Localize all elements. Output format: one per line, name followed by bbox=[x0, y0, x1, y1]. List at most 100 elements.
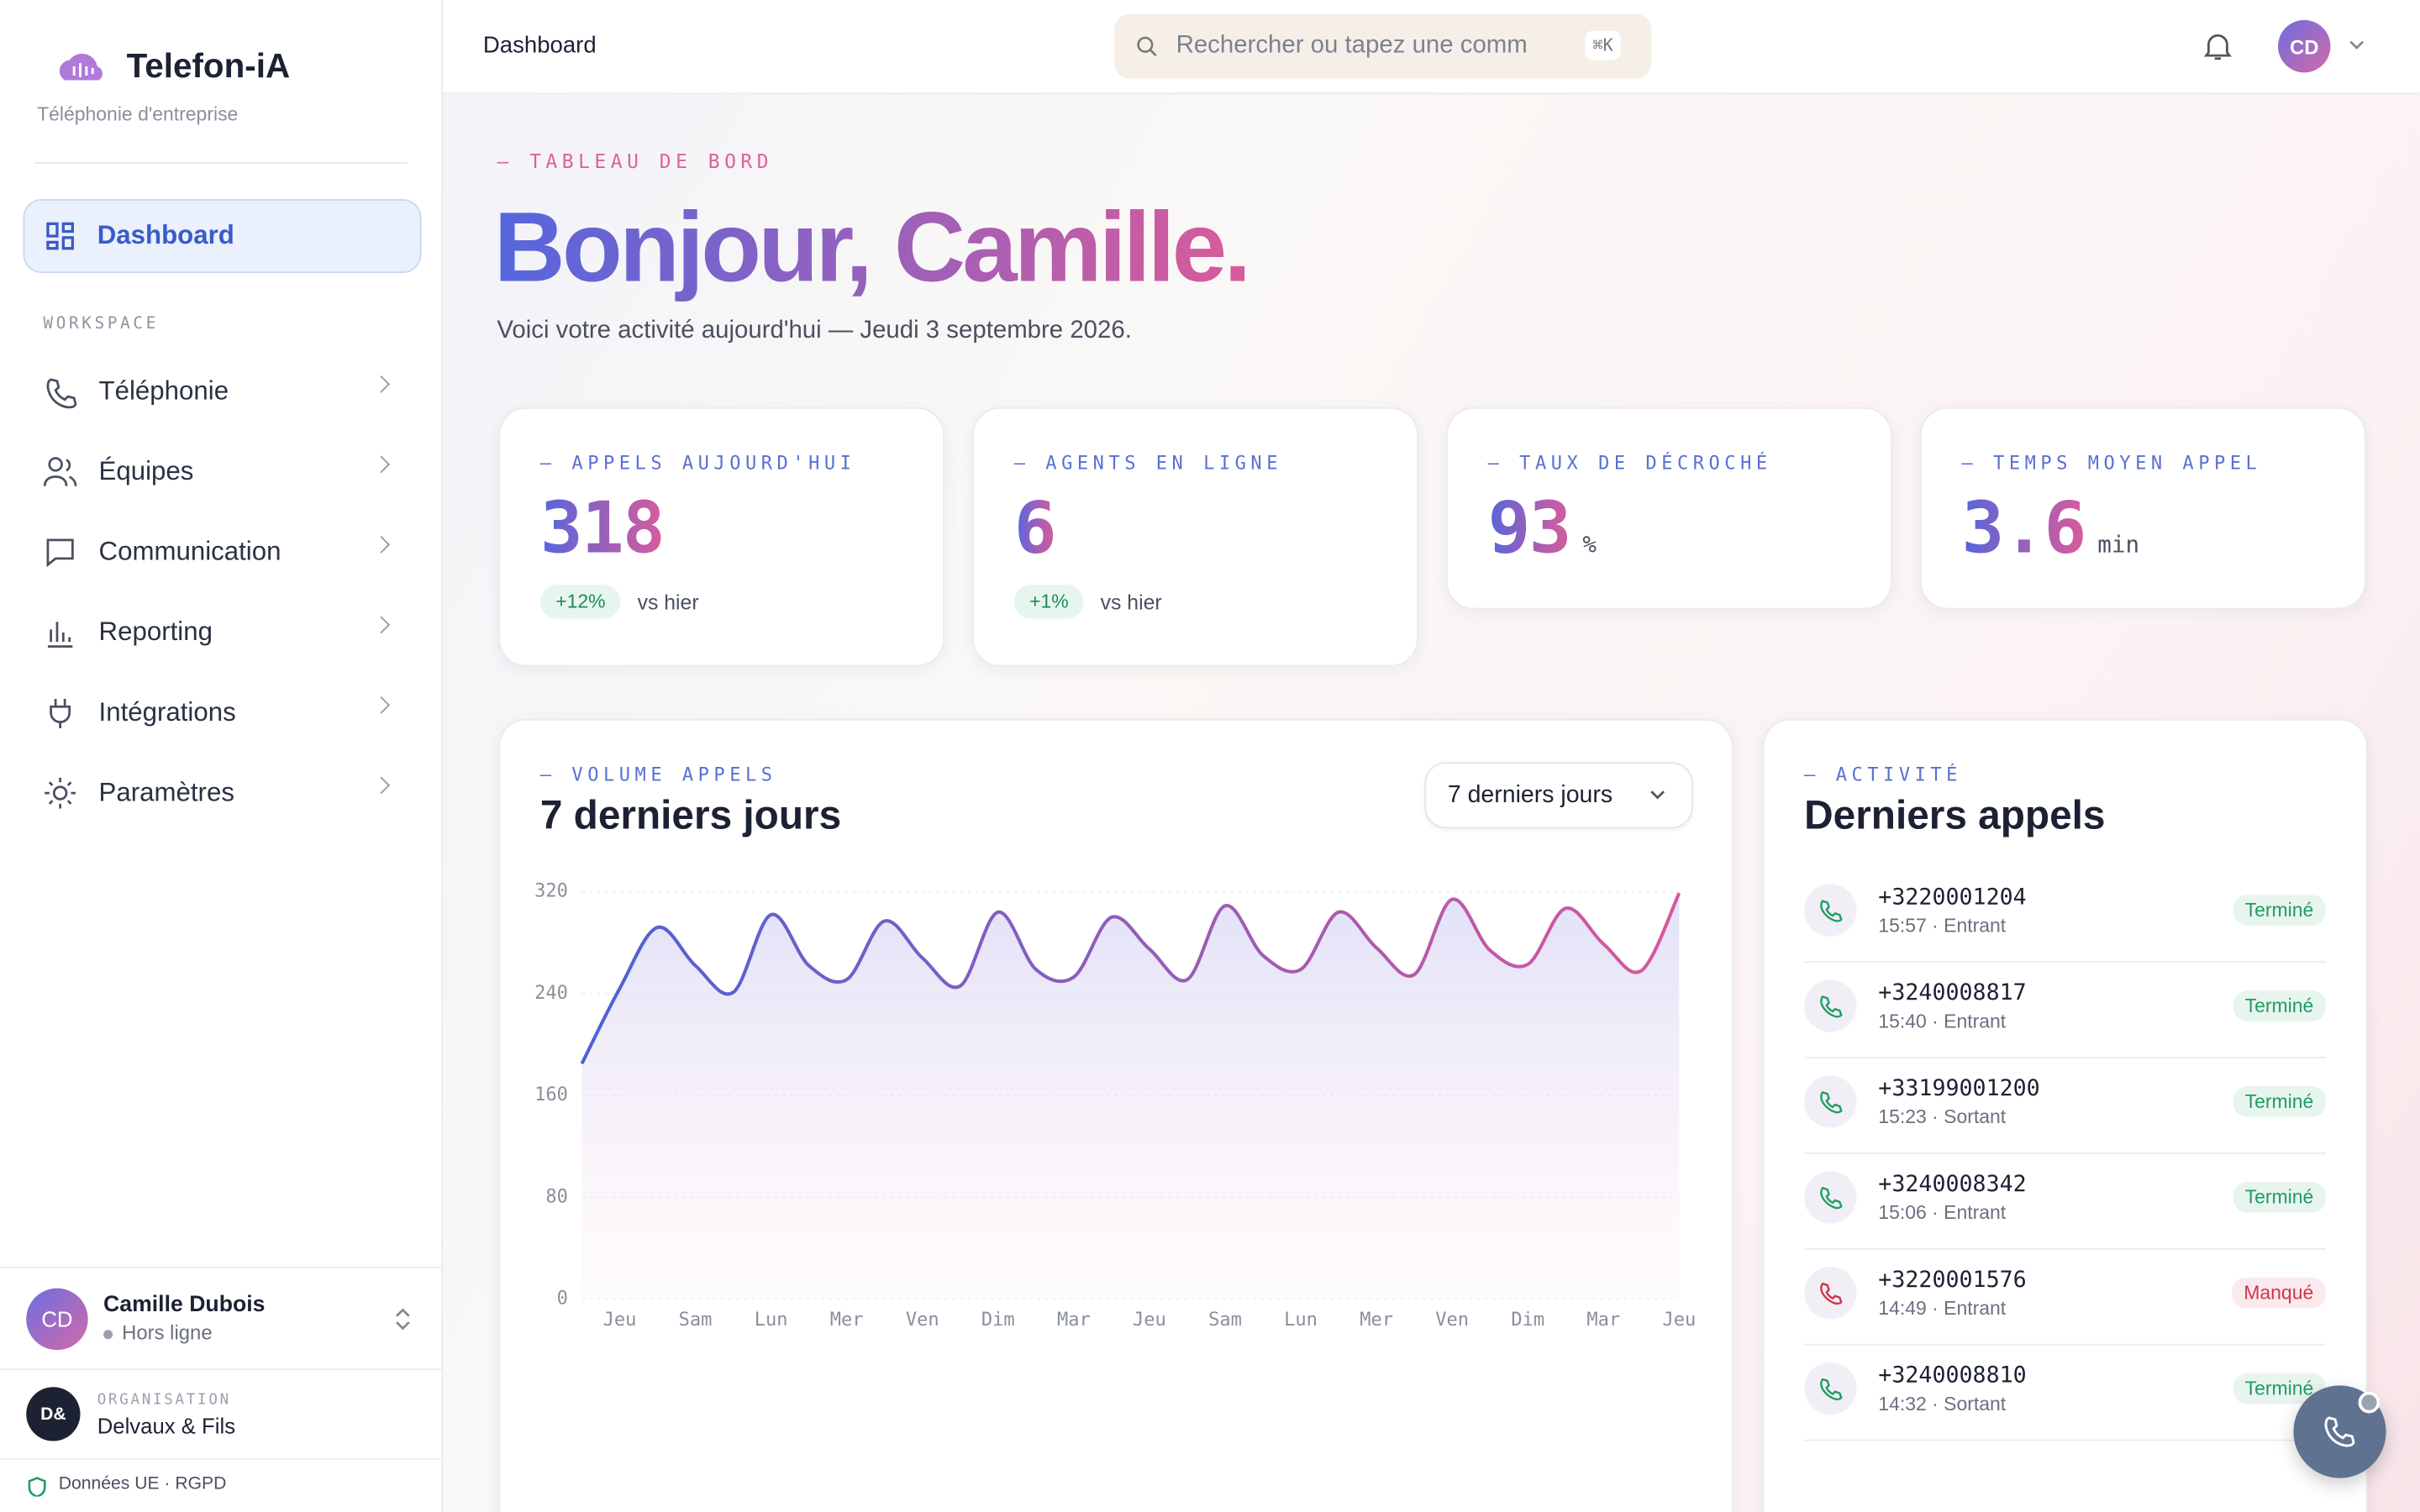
icon bbox=[50, 699, 71, 728]
call-number: +3240008342 bbox=[1878, 1172, 2027, 1198]
stat-unit: min bbox=[2097, 530, 2140, 559]
x-tick-label: Jeu bbox=[603, 1310, 637, 1331]
stat-value: 6 bbox=[1013, 486, 1057, 570]
chart: 0 80 160 240 320 Jeu Sam Lun Mer Ven Dim Mar Jeu Sam L… bbox=[534, 881, 1696, 1331]
y-tick-label: 0 bbox=[557, 1289, 568, 1310]
divider bbox=[0, 1266, 442, 1268]
stat-card: — APPELS AUJOURD'HUI 318 +12% vs hier bbox=[498, 407, 945, 667]
nav-item[interactable]: Intégrations bbox=[24, 677, 418, 748]
call-meta: 15:57 · Entrant bbox=[1878, 915, 2007, 937]
y-tick-label: 320 bbox=[534, 881, 568, 902]
stat-value-row: 318 bbox=[539, 486, 666, 570]
area bbox=[581, 893, 1680, 1299]
chevron bbox=[372, 616, 391, 634]
chevron bbox=[372, 776, 391, 795]
call-number: +3220001204 bbox=[1878, 885, 2027, 911]
chevron bbox=[372, 375, 391, 393]
x-tick-label: Sam bbox=[679, 1310, 713, 1331]
y-tick-label: 240 bbox=[534, 983, 568, 1004]
shield bbox=[28, 1477, 46, 1497]
call-icon bbox=[1804, 1171, 1857, 1224]
x-tick-label: Mar bbox=[1586, 1310, 1620, 1331]
phone-icon bbox=[1820, 1378, 1843, 1401]
user-status: Hors ligne bbox=[103, 1320, 213, 1344]
row-divider bbox=[1804, 1247, 2326, 1250]
icon bbox=[45, 777, 76, 809]
call-status: Terminé bbox=[2232, 895, 2326, 927]
icon bbox=[46, 222, 74, 250]
search[interactable]: Rechercher ou tapez une comm ⌘K bbox=[1114, 13, 1652, 79]
chevron[interactable] bbox=[393, 1307, 412, 1331]
shortcut: ⌘K bbox=[1585, 30, 1622, 60]
x-tick-label: Dim bbox=[981, 1310, 1015, 1331]
x-tick-label: Jeu bbox=[1133, 1310, 1166, 1331]
call-number: +3240008810 bbox=[1878, 1363, 2027, 1389]
line bbox=[580, 892, 1681, 1065]
call-icon bbox=[1804, 884, 1857, 937]
x-tick-label: Sam bbox=[1208, 1310, 1242, 1331]
x-tick-label: Lun bbox=[1284, 1310, 1318, 1331]
chevron bbox=[2349, 40, 2365, 50]
nav-item[interactable]: Équipes bbox=[24, 437, 418, 507]
bell[interactable] bbox=[2202, 31, 2233, 62]
stat-card: — AGENTS EN LIGNE 6 +1% vs hier bbox=[972, 407, 1418, 667]
chevron bbox=[372, 696, 391, 714]
x-tick-label: Mar bbox=[1057, 1310, 1091, 1331]
call-icon bbox=[1804, 1362, 1857, 1415]
call-number: +3240008817 bbox=[1878, 981, 2027, 1006]
greeting: Bonjour, Camille. bbox=[494, 188, 1251, 306]
range-label: 7 derniers jours bbox=[1447, 782, 1613, 809]
activity-eyebrow: — ACTIVITÉ bbox=[1804, 764, 1962, 785]
footer: Données UE · RGPD bbox=[58, 1474, 227, 1494]
stat-note: vs hier bbox=[637, 591, 699, 615]
nav-item[interactable]: Paramètres bbox=[24, 758, 418, 828]
call-button[interactable] bbox=[2293, 1385, 2386, 1478]
stat-value-row: 6 bbox=[1013, 486, 1057, 570]
call-status: Manqué bbox=[2231, 1277, 2326, 1309]
x-tick-label: Dim bbox=[1511, 1310, 1544, 1331]
icon bbox=[47, 622, 73, 648]
stat-card: — TAUX DE DÉCROCHÉ 93% bbox=[1446, 407, 1892, 610]
range-select[interactable]: 7 derniers jours bbox=[1424, 762, 1693, 829]
y-tick-label: 80 bbox=[545, 1186, 568, 1207]
chevron bbox=[372, 535, 391, 554]
stat-value: 318 bbox=[539, 486, 666, 570]
chart-title: 7 derniers jours bbox=[539, 791, 842, 838]
phone-icon bbox=[1820, 1186, 1843, 1210]
call-status: Terminé bbox=[2232, 990, 2326, 1021]
page-title: Dashboard bbox=[482, 32, 597, 59]
nav-label: Paramètres bbox=[98, 777, 234, 807]
call-number: +3220001576 bbox=[1878, 1268, 2027, 1294]
call-meta: 15:40 · Entrant bbox=[1878, 1011, 2007, 1032]
nav-item[interactable]: Reporting bbox=[24, 597, 418, 668]
call-meta: 14:32 · Sortant bbox=[1878, 1393, 2007, 1415]
nav-active[interactable]: Dashboard bbox=[23, 198, 422, 274]
org-label: ORGANISATION bbox=[97, 1391, 231, 1409]
nav-item[interactable]: Téléphonie bbox=[24, 356, 418, 427]
row-divider bbox=[1804, 961, 2326, 963]
nav-label: Reporting bbox=[98, 617, 213, 647]
call-meta: 15:23 · Sortant bbox=[1878, 1105, 2007, 1128]
x-tick-label: Ven bbox=[906, 1310, 939, 1331]
divider bbox=[0, 1457, 442, 1460]
phone-icon bbox=[1820, 1282, 1843, 1305]
phone-icon bbox=[1820, 1091, 1843, 1114]
brand: Telefon-iA bbox=[126, 46, 291, 86]
chevron bbox=[372, 455, 391, 474]
stat-value-row: 3.6 min bbox=[1961, 486, 2139, 570]
row-divider bbox=[1804, 1152, 2326, 1154]
org-name: Delvaux & Fils bbox=[97, 1413, 236, 1438]
nav-label: Intégrations bbox=[98, 697, 236, 727]
nav-label: Équipes bbox=[98, 456, 194, 486]
stat-note: vs hier bbox=[1100, 591, 1162, 615]
stat-card: — TEMPS MOYEN APPEL 3.6 min bbox=[1919, 407, 2366, 610]
x-tick-label: Jeu bbox=[1662, 1310, 1696, 1331]
avatar[interactable]: CD bbox=[2278, 19, 2331, 73]
call-status: Terminé bbox=[2232, 1181, 2326, 1213]
section: WORKSPACE bbox=[43, 314, 160, 333]
eyebrow: — TABLEAU DE BORD bbox=[497, 150, 774, 173]
row-divider bbox=[1804, 1057, 2326, 1059]
nav-item[interactable]: Communication bbox=[24, 517, 418, 587]
tagline: Téléphonie d'entreprise bbox=[37, 103, 239, 125]
